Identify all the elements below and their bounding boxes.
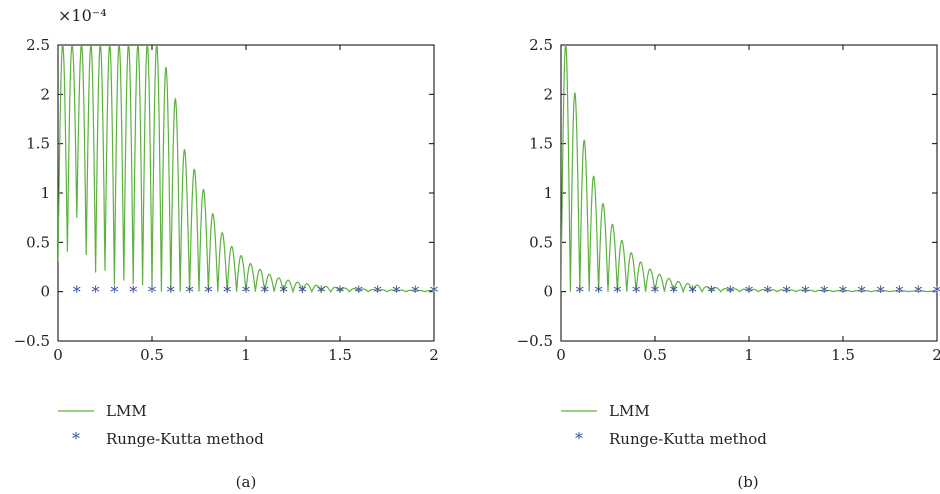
rk-point: * bbox=[613, 283, 621, 302]
x-tick-label: 0.5 bbox=[643, 346, 667, 364]
rk-point: * bbox=[186, 283, 194, 302]
legend-label-rk-a: Runge-Kutta method bbox=[106, 430, 264, 448]
rk-point: * bbox=[895, 283, 903, 302]
scale-label-a: ×10⁻⁴ bbox=[58, 6, 107, 25]
rk-point: * bbox=[242, 283, 250, 302]
rk-point: * bbox=[355, 283, 363, 302]
panel-b: 2.521.510.50−0.50 0.5 1 1.5 2* * * * * * * * * * * * * * *… bbox=[517, 36, 940, 491]
rk-point: * bbox=[820, 283, 828, 302]
rk-point: * bbox=[877, 283, 885, 302]
legend-marker-rk-a: * bbox=[72, 429, 80, 448]
x-tick-label: 0 bbox=[556, 346, 566, 364]
y-tick-label: 0.5 bbox=[529, 233, 553, 251]
lmm-line-a bbox=[58, 45, 434, 294]
panel-label-b: (b) bbox=[737, 473, 758, 491]
plot-area-a: 2.521.510.50−0.50 0.5 1 1.5 2* * * * * * * * * * * * * * *… bbox=[14, 36, 439, 364]
rk-point: * bbox=[129, 283, 137, 302]
panel-label-a: (a) bbox=[236, 473, 257, 491]
rk-point: * bbox=[392, 283, 400, 302]
rk-point: * bbox=[858, 283, 866, 302]
rk-point: * bbox=[73, 283, 81, 302]
legend-a: LMM * Runge-Kutta method bbox=[58, 402, 264, 448]
y-tick-label: 1.5 bbox=[26, 135, 50, 153]
rk-point: * bbox=[223, 283, 231, 302]
x-tick-label: 1.5 bbox=[831, 346, 855, 364]
y-tick-label: 1.5 bbox=[529, 135, 553, 153]
x-tick-label: 2 bbox=[932, 346, 940, 364]
y-tick-label: 2 bbox=[40, 85, 50, 103]
rk-point: * bbox=[374, 283, 382, 302]
plot-area-b: 2.521.510.50−0.50 0.5 1 1.5 2* * * * * * * * * * * * * * *… bbox=[517, 36, 940, 364]
legend-b: LMM * Runge-Kutta method bbox=[561, 402, 767, 448]
x-tick-label: 1.5 bbox=[328, 346, 352, 364]
y-tick-label: 2 bbox=[543, 85, 553, 103]
legend-marker-rk-b: * bbox=[575, 429, 583, 448]
rk-point: * bbox=[689, 283, 697, 302]
rk-point: * bbox=[632, 283, 640, 302]
rk-point: * bbox=[317, 283, 325, 302]
rk-point: * bbox=[411, 283, 419, 302]
rk-point: * bbox=[576, 283, 584, 302]
x-tick-label: 0 bbox=[53, 346, 63, 364]
y-tick-label: −0.5 bbox=[517, 332, 553, 350]
legend-label-lmm-a: LMM bbox=[106, 402, 147, 420]
rk-point: * bbox=[167, 283, 175, 302]
rk-point: * bbox=[726, 283, 734, 302]
rk-point: * bbox=[148, 283, 156, 302]
rk-point: * bbox=[783, 283, 791, 302]
y-tick-label: 0 bbox=[40, 283, 50, 301]
x-tick-label: 1 bbox=[241, 346, 251, 364]
x-tick-label: 2 bbox=[429, 346, 439, 364]
y-tick-label: 1 bbox=[40, 184, 50, 202]
rk-point: * bbox=[92, 283, 100, 302]
rk-point: * bbox=[707, 283, 715, 302]
rk-point: * bbox=[261, 283, 269, 302]
x-tick-label: 1 bbox=[744, 346, 754, 364]
y-tick-label: 0.5 bbox=[26, 233, 50, 251]
y-tick-label: −0.5 bbox=[14, 332, 50, 350]
lmm-line-b bbox=[561, 45, 937, 294]
y-tick-label: 0 bbox=[543, 283, 553, 301]
legend-label-lmm-b: LMM bbox=[609, 402, 650, 420]
y-tick-label: 2.5 bbox=[529, 36, 553, 54]
rk-point: * bbox=[336, 283, 344, 302]
rk-point: * bbox=[745, 283, 753, 302]
y-tick-label: 1 bbox=[543, 184, 553, 202]
panel-a: ×10⁻⁴ 2.521.510.50−0.50 0.5 1 1.5 2* * * * * * * * *… bbox=[14, 6, 439, 491]
rk-point: * bbox=[670, 283, 678, 302]
rk-point: * bbox=[204, 283, 212, 302]
rk-point: * bbox=[839, 283, 847, 302]
rk-point: * bbox=[110, 283, 118, 302]
y-tick-label: 2.5 bbox=[26, 36, 50, 54]
legend-label-rk-b: Runge-Kutta method bbox=[609, 430, 767, 448]
rk-point: * bbox=[651, 283, 659, 302]
rk-point: * bbox=[914, 283, 922, 302]
x-tick-label: 0.5 bbox=[140, 346, 164, 364]
rk-point: * bbox=[430, 283, 438, 302]
rk-point: * bbox=[298, 283, 306, 302]
rk-point: * bbox=[764, 283, 772, 302]
rk-point: * bbox=[801, 283, 809, 302]
rk-point: * bbox=[933, 283, 940, 302]
rk-point: * bbox=[280, 283, 288, 302]
rk-point: * bbox=[595, 283, 603, 302]
